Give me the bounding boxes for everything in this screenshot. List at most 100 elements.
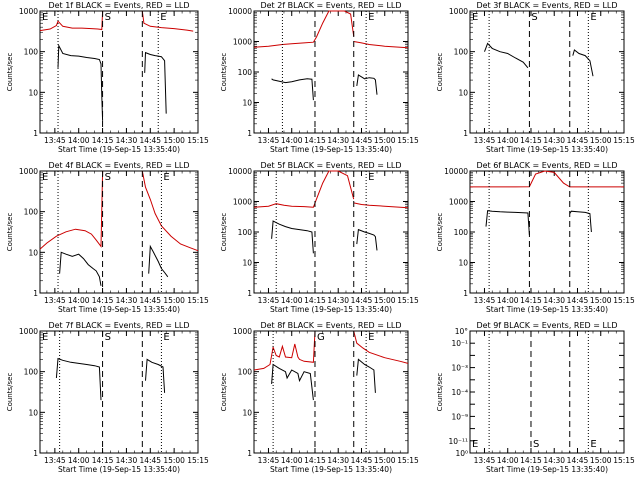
panel-det-2: Det 2f BLACK = Events, RED = LLD 1 10 100 10… <box>220 1 419 154</box>
y-tick-label: 10⁻¹ <box>451 339 468 348</box>
y-tick-label: 10⁻¹¹ <box>448 437 468 446</box>
y-tick-label: 1 <box>463 129 468 138</box>
marker-label: E <box>368 172 374 183</box>
x-tick-label: 14:30 <box>116 136 138 145</box>
y-tick-label: 1 <box>463 289 468 298</box>
series-line-events <box>55 357 102 401</box>
x-tick-label: 14:30 <box>116 296 138 305</box>
series-line-events <box>144 51 167 114</box>
plot-frame <box>39 170 199 294</box>
y-tick-label: 10 <box>28 408 38 417</box>
x-tick-label: 14:15 <box>520 136 542 145</box>
x-tick-label: 15:15 <box>187 136 209 145</box>
plot-frame <box>253 330 409 454</box>
y-tick-label: 10 <box>28 248 38 257</box>
x-tick-label: 15:00 <box>163 136 185 145</box>
x-tick-label: 15:15 <box>397 456 419 465</box>
series-line-lld <box>470 170 624 188</box>
series-line-lld <box>39 10 104 32</box>
chart-title: Det 9f BLACK = Events, RED = LLD <box>476 321 617 330</box>
y-tick-label: 100 <box>238 68 253 77</box>
series-line-lld <box>141 10 194 32</box>
y-tick-label: 100 <box>24 48 39 57</box>
x-tick-label: 14:30 <box>543 296 565 305</box>
series-line-events <box>148 244 169 278</box>
x-tick-label: 15:00 <box>374 136 396 145</box>
x-tick-label: 14:45 <box>351 296 373 305</box>
y-axis-label: Counts/sec <box>6 213 14 252</box>
y-tick-label: 10 <box>242 99 252 108</box>
x-tick-label: 14:15 <box>92 456 114 465</box>
marker-label: E <box>42 172 48 183</box>
x-tick-label: 14:00 <box>68 456 90 465</box>
marker-label: E <box>472 12 478 23</box>
series-line-lld <box>353 202 409 209</box>
x-tick-label: 15:00 <box>163 296 185 305</box>
x-tick-label: 14:00 <box>497 296 519 305</box>
y-tick-label: 1 <box>247 289 252 298</box>
x-tick-label: 14:45 <box>567 136 589 145</box>
y-tick-label: 10⁻⁹ <box>451 412 468 421</box>
y-axis-label: Counts/sec <box>436 53 444 92</box>
x-tick-label: 14:45 <box>351 456 373 465</box>
plot-frame <box>469 330 625 454</box>
x-tick-label: 15:00 <box>374 296 396 305</box>
x-tick-label: 14:30 <box>327 456 349 465</box>
y-tick-label: 100 <box>454 48 469 57</box>
x-axis-label: Start Time (19-Sep-15 13:35:40) <box>486 465 608 474</box>
x-tick-label: 14:30 <box>543 456 565 465</box>
x-tick-label: 13:45 <box>44 296 66 305</box>
x-tick-label: 13:45 <box>474 136 496 145</box>
series-line-lld <box>353 330 409 364</box>
y-axis-label: Counts/sec <box>6 373 14 412</box>
x-tick-label: 14:45 <box>351 136 373 145</box>
x-tick-label: 14:45 <box>139 456 161 465</box>
y-tick-label: 100 <box>454 228 469 237</box>
series-line-events <box>356 74 378 95</box>
x-tick-label: 13:45 <box>258 136 280 145</box>
x-tick-label: 13:45 <box>258 296 280 305</box>
y-axis-label: Counts/sec <box>220 373 228 412</box>
chart-title: Det 4f BLACK = Events, RED = LLD <box>48 161 189 170</box>
y-tick-label: 1 <box>33 449 38 458</box>
y-tick-label: 10000 <box>228 7 252 16</box>
y-tick-label: 10⁻⁴ <box>451 388 468 397</box>
series-line-events <box>271 363 314 401</box>
y-axis-label: Counts/sec <box>220 53 228 92</box>
y-tick-label: 100 <box>24 368 39 377</box>
panel-det-1: Det 1f BLACK = Events, RED = LLD 1 10 100 10… <box>6 1 209 154</box>
series-line-events <box>271 220 314 254</box>
x-tick-label: 14:15 <box>92 136 114 145</box>
y-tick-label: 10 <box>28 88 38 97</box>
marker-label: E <box>368 332 374 343</box>
y-tick-label: 10 <box>242 259 252 268</box>
y-tick-label: 1000 <box>449 198 468 207</box>
x-tick-label: 14:00 <box>281 136 303 145</box>
x-axis-label: Start Time (19-Sep-15 13:35:40) <box>486 145 608 154</box>
y-tick-label: 1 <box>247 449 252 458</box>
y-tick-label: 10000 <box>228 167 252 176</box>
marker-label: E <box>368 12 374 23</box>
y-tick-label: 1000 <box>449 7 468 16</box>
x-tick-label: 14:15 <box>304 456 326 465</box>
chart-title: Det 1f BLACK = Events, RED = LLD <box>48 1 189 10</box>
y-tick-label: 1000 <box>233 327 252 336</box>
x-tick-label: 14:45 <box>139 296 161 305</box>
y-tick-label: 1 <box>247 129 252 138</box>
series-line-events <box>356 228 378 251</box>
y-tick-label: 10° <box>455 327 469 336</box>
panel-det-4: Det 4f BLACK = Events, RED = LLD 1 10 100 10… <box>6 161 209 314</box>
marker-label: E <box>42 12 48 23</box>
x-tick-label: 15:15 <box>397 136 419 145</box>
x-tick-label: 15:15 <box>613 296 635 305</box>
y-axis-label: Counts/sec <box>220 213 228 252</box>
plot-frame <box>469 10 625 134</box>
series-line-events <box>356 358 376 393</box>
panel-det-7: Det 7f BLACK = Events, RED = LLD 1 10 100 10… <box>6 321 209 474</box>
panel-det-9: Det 9f BLACK = Events, RED = LLD 10⁰ 10⁻¹¹… <box>436 321 635 474</box>
x-tick-label: 14:45 <box>567 456 589 465</box>
x-tick-label: 14:00 <box>497 456 519 465</box>
y-tick-label: 1 <box>33 129 38 138</box>
series-line-events <box>485 210 530 236</box>
